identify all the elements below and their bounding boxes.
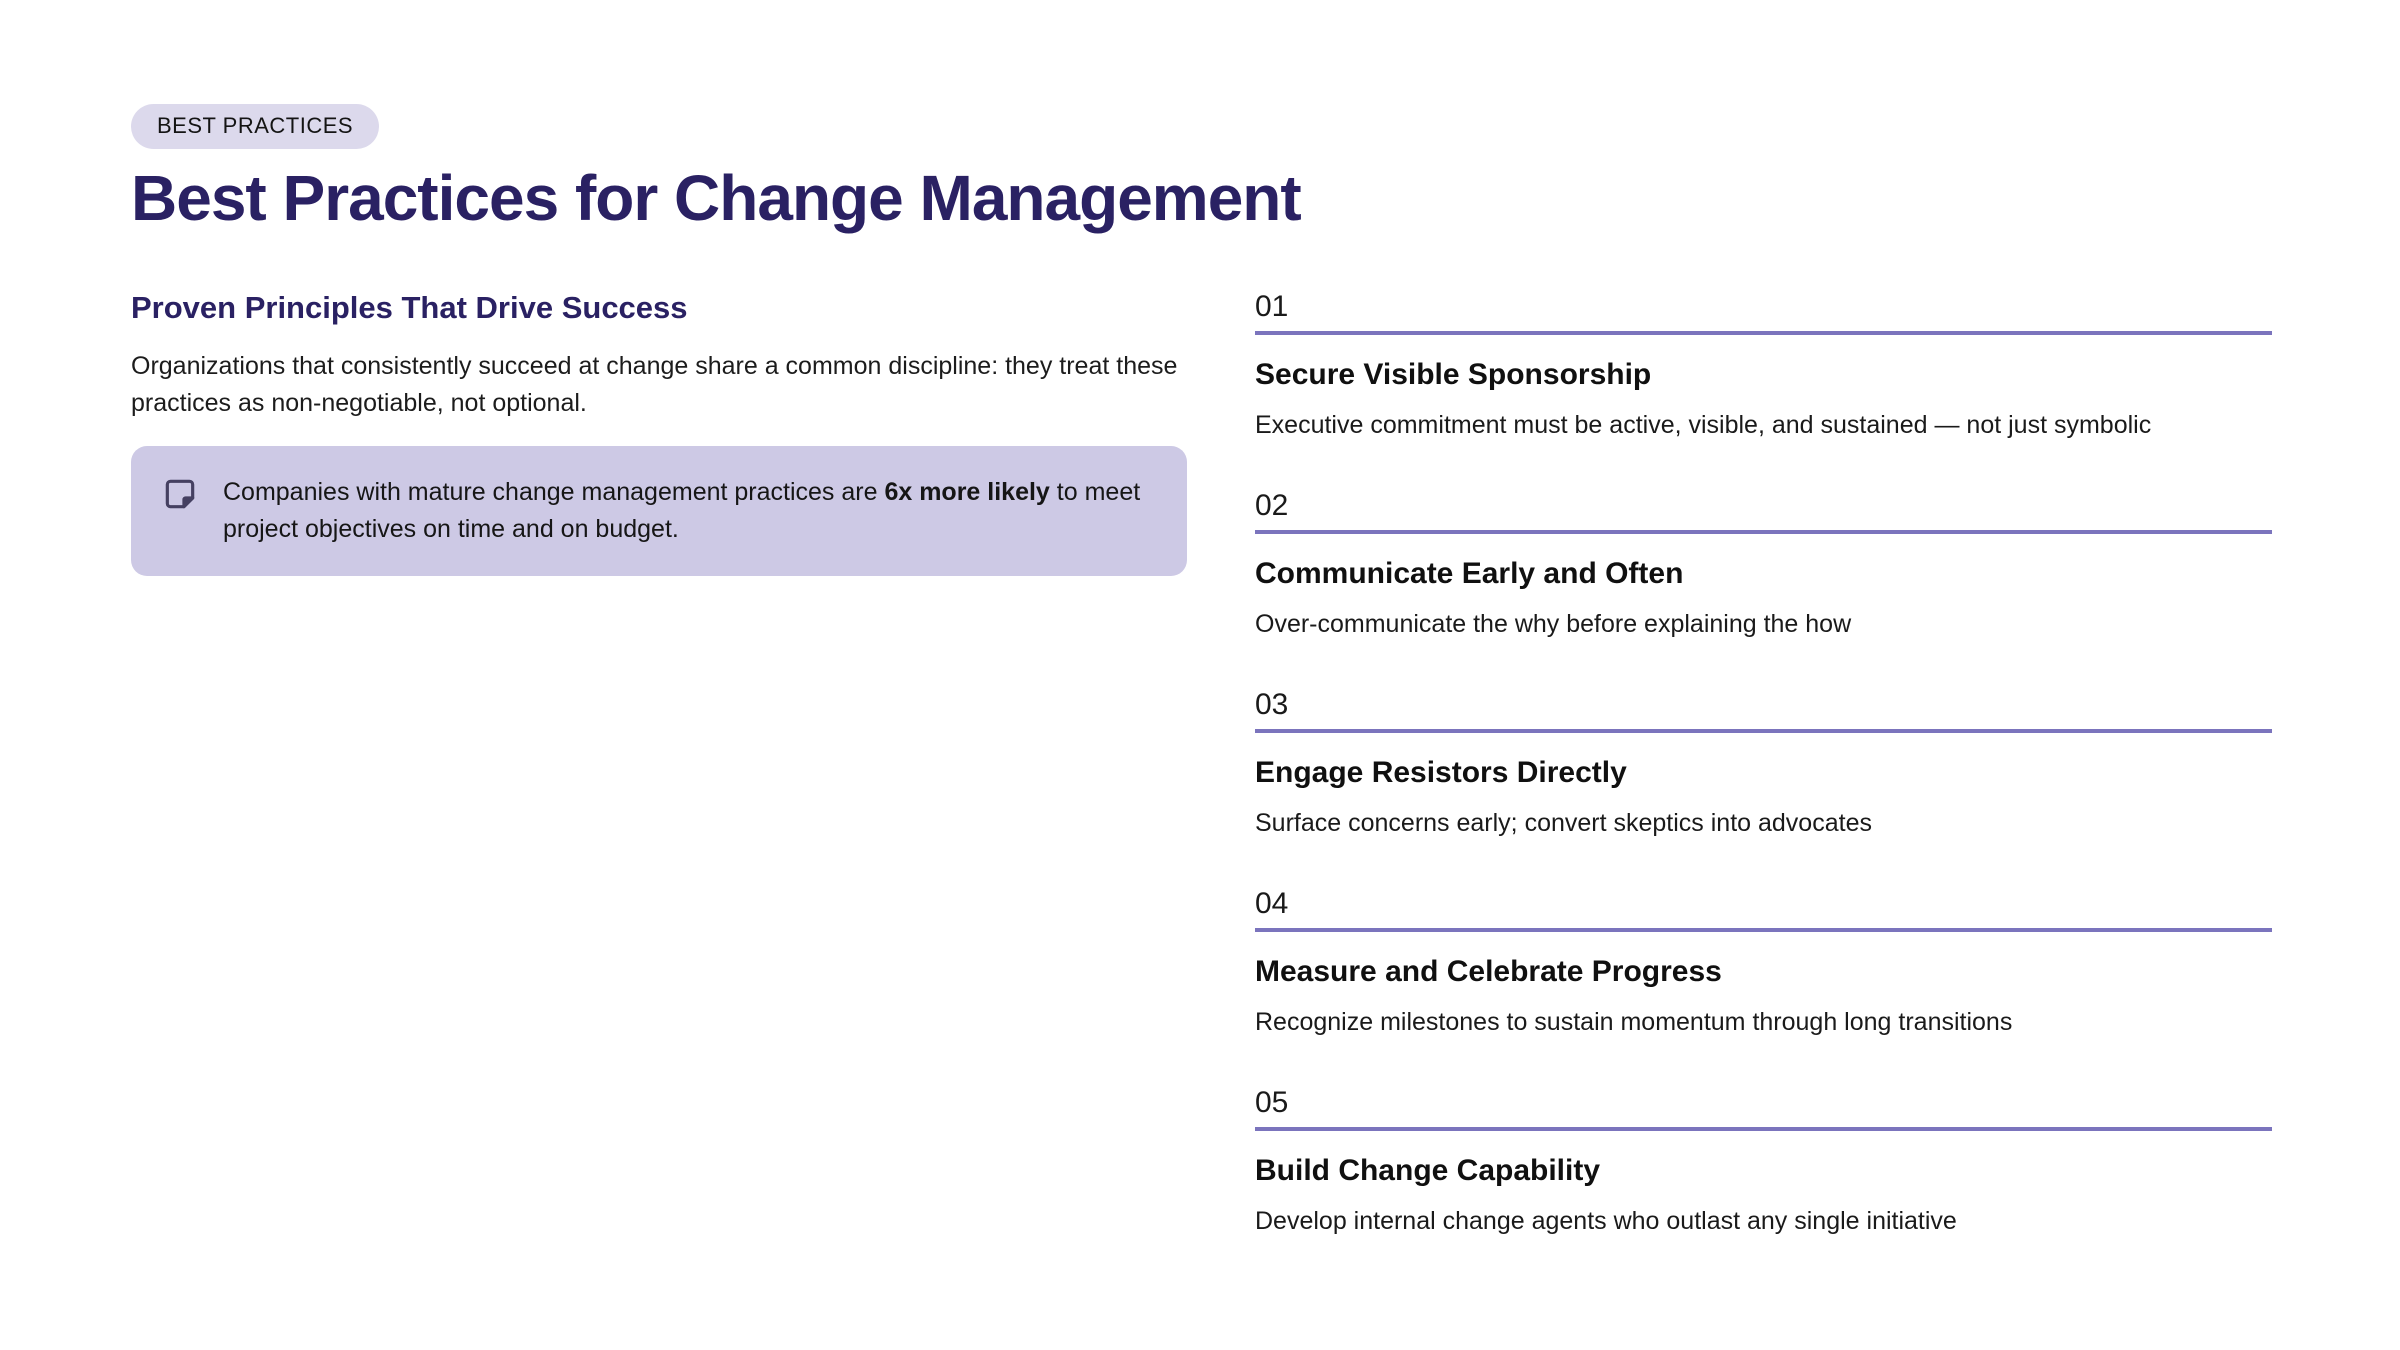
- practice-title: Measure and Celebrate Progress: [1255, 955, 1722, 989]
- stat-text-before: Companies with mature change management …: [223, 478, 885, 507]
- practice-title: Build Change Capability: [1255, 1154, 1601, 1188]
- practice-number: 05: [1255, 1086, 1289, 1120]
- category-badge: BEST PRACTICES: [131, 104, 380, 149]
- content-columns: Proven Principles That Drive Success Org…: [131, 289, 2272, 1284]
- practice-number: 04: [1255, 887, 1289, 921]
- practice-item: 02 Communicate Early and Often Over-comm…: [1255, 488, 2272, 643]
- practice-description: Develop internal change agents who outla…: [1255, 1207, 1957, 1236]
- stat-text-after: to meet project objectives on time and o…: [223, 478, 1141, 544]
- practice-description: Executive commitment must be active, vis…: [1255, 411, 2152, 440]
- practice-divider: [1255, 530, 2272, 535]
- practice-divider: [1255, 331, 2272, 336]
- intro-paragraph: Organizations that consistently succeed …: [131, 352, 1178, 418]
- practice-divider: [1255, 729, 2272, 734]
- sticky-note-icon: [161, 475, 199, 513]
- practice-number: 02: [1255, 489, 1289, 523]
- practice-number: 01: [1255, 290, 1289, 324]
- practice-divider: [1255, 928, 2272, 933]
- stat-text-bold: 6x more likely: [884, 478, 1050, 507]
- practice-description: Surface concerns early; convert skeptics…: [1255, 809, 1872, 838]
- practice-description: Over-communicate the why before explaini…: [1255, 610, 1852, 639]
- stat-callout-text: Companies with mature change management …: [223, 474, 1147, 548]
- practice-number: 03: [1255, 688, 1289, 722]
- practice-item: 01 Secure Visible Sponsorship Executive …: [1255, 289, 2272, 444]
- practice-item: 05 Build Change Capability Develop inter…: [1255, 1085, 2272, 1240]
- section-heading: Proven Principles That Drive Success: [131, 290, 688, 326]
- practices-list: 01 Secure Visible Sponsorship Executive …: [1255, 289, 2272, 1284]
- practice-divider: [1255, 1127, 2272, 1132]
- stat-callout: Companies with mature change management …: [131, 446, 1187, 577]
- practice-title: Engage Resistors Directly: [1255, 756, 1627, 790]
- practice-title: Secure Visible Sponsorship: [1255, 358, 1652, 392]
- page-title: Best Practices for Change Management: [131, 162, 1302, 234]
- practice-description: Recognize milestones to sustain momentum…: [1255, 1008, 2013, 1037]
- practice-item: 03 Engage Resistors Directly Surface con…: [1255, 687, 2272, 842]
- practice-item: 04 Measure and Celebrate Progress Recogn…: [1255, 886, 2272, 1041]
- intro-column: Proven Principles That Drive Success Org…: [131, 289, 1187, 1284]
- practice-title: Communicate Early and Often: [1255, 557, 1684, 591]
